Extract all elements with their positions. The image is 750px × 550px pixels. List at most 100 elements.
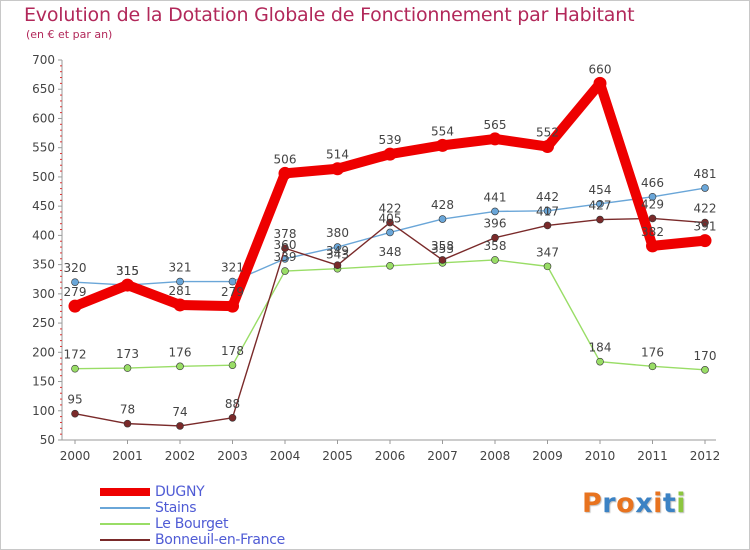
data-point bbox=[71, 364, 79, 373]
legend-label-dugny: DUGNY bbox=[155, 484, 205, 500]
logo-letter: x bbox=[635, 488, 654, 519]
data-point bbox=[491, 256, 499, 264]
data-label: 441 bbox=[484, 190, 507, 204]
data-point bbox=[543, 207, 552, 215]
data-label: 339 bbox=[274, 250, 297, 264]
data-label: 178 bbox=[221, 344, 244, 358]
y-tick-label: 550 bbox=[32, 141, 55, 155]
y-tick-label: 100 bbox=[32, 404, 55, 418]
data-label: 173 bbox=[116, 347, 139, 361]
x-tick-label: 2003 bbox=[217, 449, 248, 463]
data-point bbox=[648, 214, 657, 223]
data-label: 321 bbox=[221, 261, 244, 275]
data-point bbox=[596, 215, 604, 224]
data-label: 176 bbox=[641, 345, 664, 359]
data-label: 343 bbox=[326, 248, 349, 262]
logo-letter: t bbox=[662, 488, 677, 519]
legend-swatch-le-bourget bbox=[100, 523, 150, 525]
legend-label-stains: Stains bbox=[155, 500, 197, 516]
data-point bbox=[228, 413, 237, 422]
data-label: 506 bbox=[274, 152, 297, 166]
data-point bbox=[176, 277, 184, 286]
data-label: 422 bbox=[694, 202, 717, 216]
legend: DUGNY Stains Le Bourget Bonneuil-en-Fran… bbox=[100, 484, 360, 548]
data-label: 349 bbox=[326, 244, 349, 258]
logo-letter: i bbox=[653, 488, 663, 519]
data-point bbox=[593, 76, 607, 90]
legend-swatch-stains bbox=[100, 507, 150, 509]
data-point bbox=[68, 299, 82, 313]
y-tick-label: 300 bbox=[32, 287, 55, 301]
legend-swatch-bonneuil bbox=[100, 539, 150, 541]
data-label: 315 bbox=[116, 264, 139, 278]
y-tick-label: 450 bbox=[32, 199, 55, 213]
proxiti-logo: Proxiti bbox=[582, 488, 686, 519]
data-label: 281 bbox=[169, 284, 192, 298]
data-point bbox=[698, 234, 712, 248]
data-point bbox=[176, 362, 184, 371]
data-label: 95 bbox=[67, 393, 82, 407]
data-point bbox=[438, 256, 447, 264]
legend-label-bonneuil: Bonneuil-en-France bbox=[155, 532, 285, 548]
data-point bbox=[123, 364, 132, 372]
data-point bbox=[71, 409, 79, 418]
data-point bbox=[646, 239, 659, 253]
data-point bbox=[386, 228, 394, 237]
x-tick-label: 2008 bbox=[480, 449, 511, 463]
data-point bbox=[121, 278, 134, 292]
data-point bbox=[278, 166, 292, 180]
data-label: 382 bbox=[641, 225, 664, 239]
y-tick-label: 200 bbox=[32, 345, 55, 359]
data-point bbox=[386, 261, 394, 270]
data-point bbox=[488, 132, 502, 146]
data-point bbox=[281, 267, 289, 275]
legend-label-le-bourget: Le Bourget bbox=[155, 516, 229, 532]
data-label: 396 bbox=[484, 217, 507, 231]
data-point bbox=[281, 244, 289, 253]
y-tick-label: 650 bbox=[32, 82, 55, 96]
data-point bbox=[596, 200, 604, 208]
data-label: 552 bbox=[536, 126, 559, 140]
data-label: 514 bbox=[326, 148, 349, 162]
legend-item-le-bourget: Le Bourget bbox=[100, 516, 360, 532]
data-label: 380 bbox=[326, 226, 349, 240]
legend-item-bonneuil: Bonneuil-en-France bbox=[100, 532, 360, 548]
data-point bbox=[71, 278, 79, 286]
data-label: 78 bbox=[120, 403, 135, 417]
data-point bbox=[701, 366, 709, 374]
data-point bbox=[386, 218, 394, 227]
data-label: 378 bbox=[274, 227, 297, 241]
data-point bbox=[701, 184, 709, 192]
data-label: 417 bbox=[536, 204, 559, 218]
data-label: 358 bbox=[484, 239, 507, 253]
data-label: 184 bbox=[589, 341, 612, 355]
x-tick-label: 2005 bbox=[322, 449, 353, 463]
data-label: 170 bbox=[694, 349, 717, 363]
data-point bbox=[438, 215, 447, 223]
x-tick-label: 2009 bbox=[532, 449, 563, 463]
data-point bbox=[648, 362, 657, 371]
data-label: 358 bbox=[431, 239, 454, 253]
data-point bbox=[123, 419, 132, 428]
x-tick-label: 2001 bbox=[112, 449, 143, 463]
logo-letter: o bbox=[616, 488, 636, 519]
data-point bbox=[543, 262, 552, 271]
legend-item-dugny: DUGNY bbox=[100, 484, 360, 500]
data-label: 88 bbox=[225, 397, 240, 411]
x-tick-label: 2006 bbox=[375, 449, 406, 463]
data-point bbox=[333, 243, 342, 251]
data-point bbox=[228, 361, 237, 369]
logo-letter: r bbox=[602, 488, 617, 519]
y-tick-label: 350 bbox=[32, 258, 55, 272]
data-label: 360 bbox=[274, 238, 297, 252]
data-label: 442 bbox=[536, 190, 559, 204]
data-point bbox=[226, 299, 239, 313]
data-label: 660 bbox=[589, 62, 612, 76]
data-label: 539 bbox=[379, 133, 402, 147]
data-point bbox=[701, 218, 709, 227]
data-point bbox=[491, 207, 499, 216]
chart-title: Evolution de la Dotation Globale de Fonc… bbox=[24, 4, 635, 26]
y-tick-label: 50 bbox=[40, 433, 55, 447]
